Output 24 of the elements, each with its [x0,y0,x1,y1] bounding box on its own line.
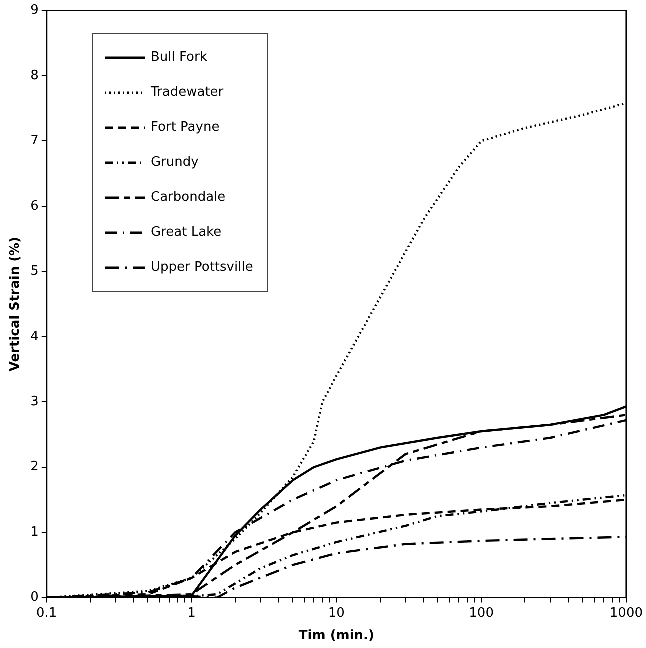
legend-label: Grundy [151,155,199,170]
y-tick-label: 7 [30,134,39,149]
x-tick-label: 100 [469,606,494,621]
legend-label: Bull Fork [151,50,208,65]
x-tick-label: 10 [328,606,345,621]
y-tick-label: 3 [30,394,39,410]
legend-label: Great Lake [151,225,222,240]
y-tick-label: 8 [30,68,39,84]
y-tick-label: 0 [30,590,39,606]
x-tick-label: 0.1 [36,606,58,621]
legend-label: Tradewater [151,85,224,100]
x-tick-label: 1 [188,606,196,621]
legend-label: Upper Pottsville [151,260,254,275]
y-tick-label: 9 [30,3,39,18]
y-tick-label: 6 [30,198,39,214]
y-tick-label: 1 [30,524,39,540]
y-axis-title: Vertical Strain (%) [8,236,24,372]
x-tick-label: 1000 [610,606,644,621]
legend-label: Fort Payne [151,120,220,135]
y-tick-label: 2 [30,460,39,475]
legend-label: Carbondale [151,190,226,205]
y-tick-label: 4 [30,329,39,344]
y-tick-label: 5 [30,264,39,280]
x-axis-title: Tim (min.) [298,628,374,644]
